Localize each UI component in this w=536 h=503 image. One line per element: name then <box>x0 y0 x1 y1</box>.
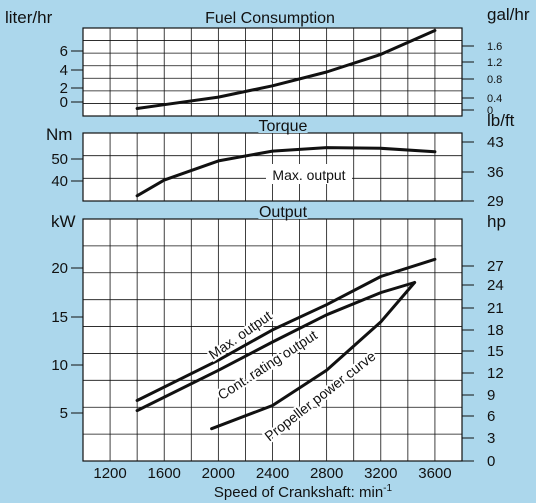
y-tick-label-left: 4 <box>60 62 68 79</box>
y-axis-label-left: kW <box>51 212 76 231</box>
y-tick-label-left: 10 <box>51 357 68 374</box>
y-tick-label-right: 0.8 <box>487 74 502 86</box>
y-axis-label-right: lb/ft <box>487 111 515 130</box>
y-tick-label-right: 0 <box>487 105 493 117</box>
y-axis-label-left: Nm <box>46 125 72 144</box>
y-tick-label-left: 40 <box>51 173 68 190</box>
y-tick-label-right: 12 <box>487 365 504 382</box>
y-tick-label-right: 27 <box>487 258 504 275</box>
y-tick-label-left: 6 <box>60 43 68 60</box>
y-tick-label-right: 9 <box>487 387 495 404</box>
y-tick-label-right: 15 <box>487 343 504 360</box>
y-tick-label-right: 29 <box>487 193 504 210</box>
panel-title: Torque <box>259 118 308 135</box>
y-tick-label-right: 24 <box>487 277 504 294</box>
y-tick-label-right: 43 <box>487 134 504 151</box>
y-tick-label-left: 15 <box>51 309 68 326</box>
series-line <box>135 29 437 110</box>
series-label: Max. output <box>272 167 345 183</box>
y-axis-label-right: hp <box>487 212 506 231</box>
x-tick-label: 3600 <box>418 465 451 482</box>
x-tick-label: 1200 <box>93 465 126 482</box>
series-line <box>135 146 437 198</box>
x-tick-label: 2800 <box>310 465 343 482</box>
y-axis-label-right: gal/hr <box>487 5 530 24</box>
series-line <box>210 281 417 431</box>
y-tick-label-left: 2 <box>60 80 68 97</box>
y-tick-label-right: 21 <box>487 300 504 317</box>
y-tick-label-right: 0 <box>487 453 495 470</box>
x-tick-label: 2400 <box>256 465 289 482</box>
x-tick-label: 3200 <box>364 465 397 482</box>
y-tick-label-right: 0.4 <box>487 93 502 105</box>
title-backdrop <box>204 9 336 25</box>
y-tick-label-right: 6 <box>487 408 495 425</box>
y-tick-label-right: 1.2 <box>487 57 502 69</box>
y-tick-label-right: 36 <box>487 164 504 181</box>
series-line <box>135 281 417 413</box>
series-label-backdrop <box>266 164 352 184</box>
title-backdrop <box>258 117 308 133</box>
y-tick-label-left: 0 <box>60 94 68 111</box>
y-tick-label-left: 50 <box>51 151 68 168</box>
series-line <box>135 257 437 402</box>
y-axis-label-left: liter/hr <box>5 8 53 27</box>
title-backdrop <box>258 203 308 219</box>
y-tick-label-left: 5 <box>60 405 68 422</box>
x-tick-label: 2000 <box>202 465 235 482</box>
x-tick-label: 1600 <box>148 465 181 482</box>
panel-title: Fuel Consumption <box>205 10 335 27</box>
x-axis-label: Speed of Crankshaft: min-1 <box>214 483 393 501</box>
panel-title: Output <box>259 204 308 221</box>
y-tick-label-left: 20 <box>51 260 68 277</box>
y-tick-label-right: 1.6 <box>487 41 502 53</box>
y-tick-label-right: 18 <box>487 322 504 339</box>
y-tick-label-right: 3 <box>487 430 495 447</box>
